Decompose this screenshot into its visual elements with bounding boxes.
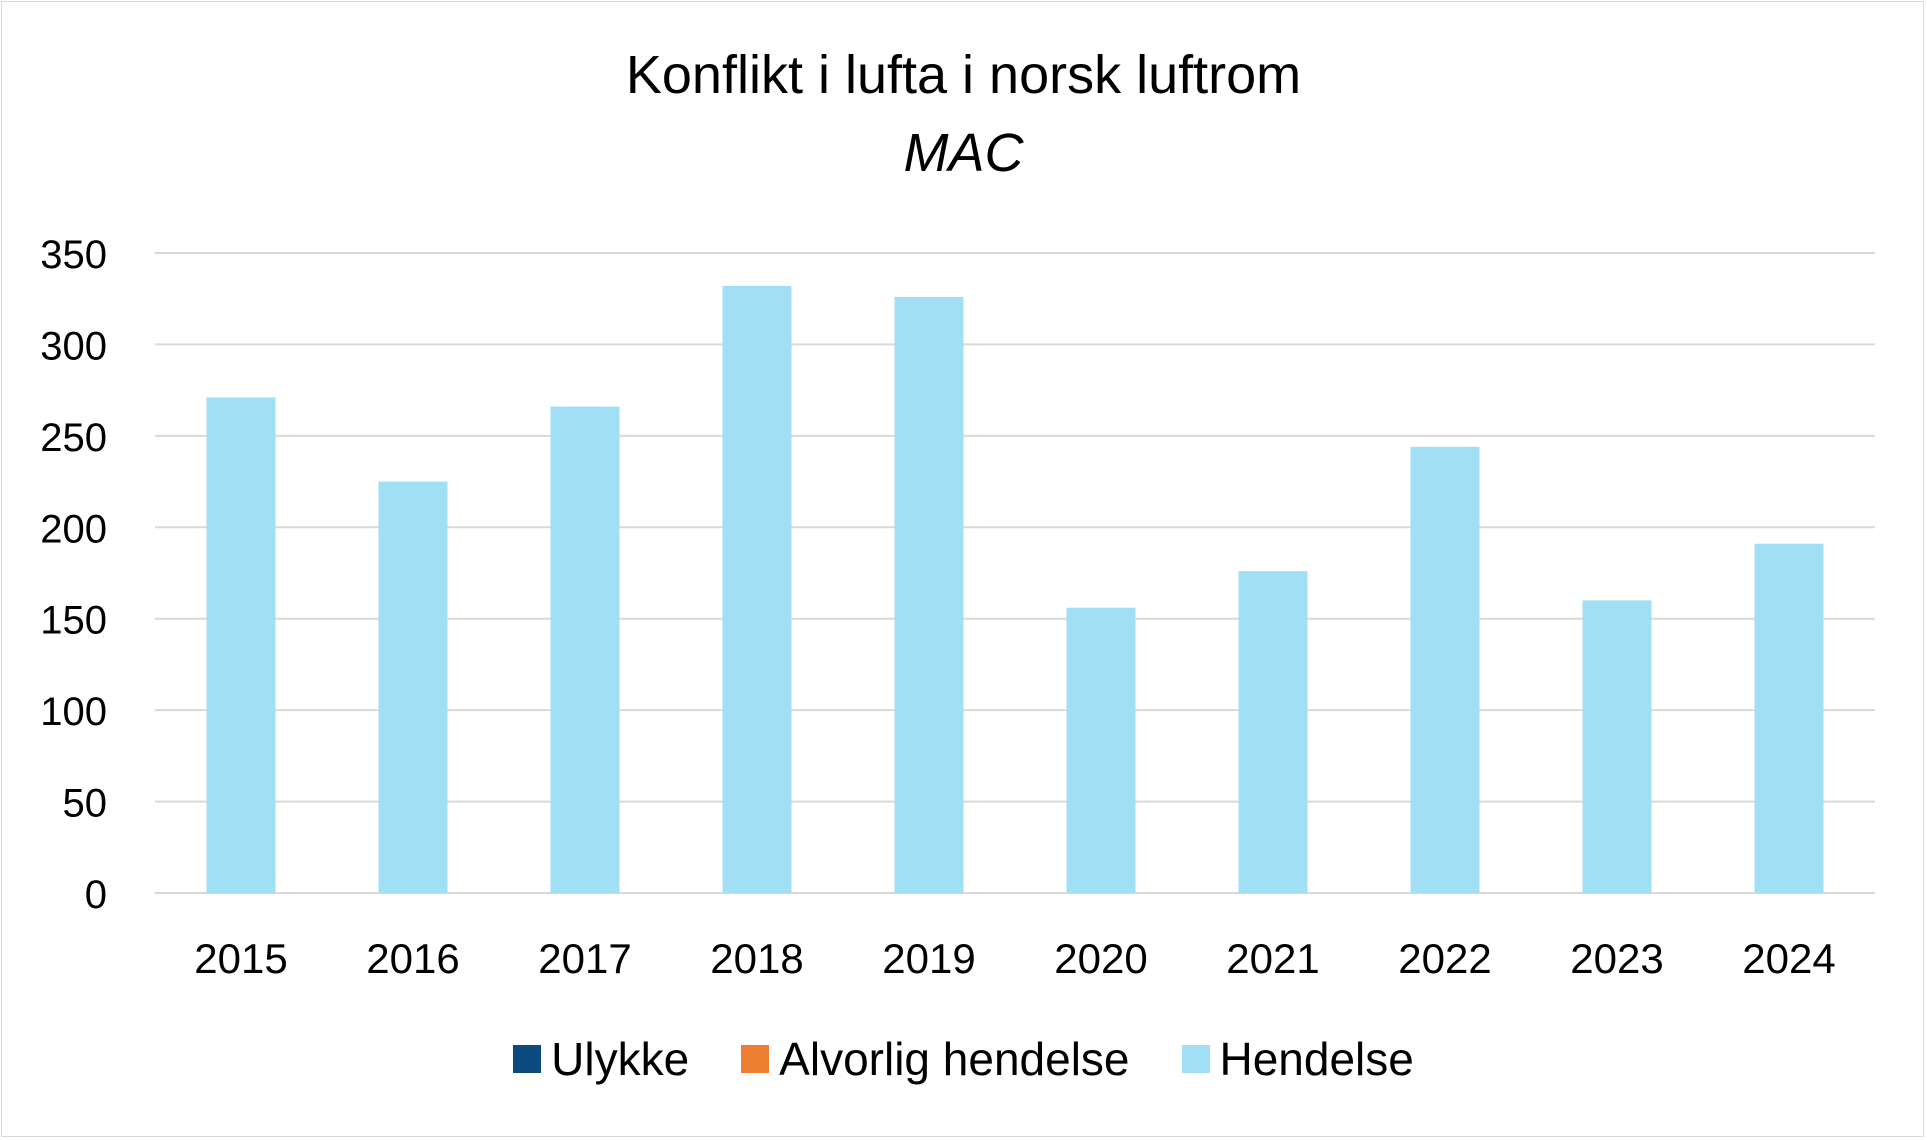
x-tick-label: 2019: [882, 935, 975, 982]
x-tick-label: 2020: [1054, 935, 1147, 982]
x-tick-label: 2023: [1570, 935, 1663, 982]
y-tick-label: 50: [63, 782, 108, 826]
y-tick-label: 100: [40, 690, 107, 734]
y-tick-label: 350: [40, 233, 107, 277]
legend-item-alvorlig-hendelse: Alvorlig hendelse: [741, 1032, 1130, 1086]
y-tick-label: 250: [40, 416, 107, 460]
legend-label-ulykke: Ulykke: [551, 1033, 690, 1085]
bar-hendelse-2018: [722, 285, 792, 893]
x-tick-label: 2017: [538, 935, 631, 982]
x-tick-label: 2018: [710, 935, 803, 982]
bar-hendelse-2020: [1066, 607, 1136, 893]
y-tick-label: 300: [40, 324, 107, 368]
legend-label-hendelse: Hendelse: [1219, 1033, 1414, 1085]
legend-item-ulykke: Ulykke: [513, 1032, 689, 1086]
y-tick-label: 0: [85, 873, 107, 917]
chart-legend: Ulykke Alvorlig hendelse Hendelse: [0, 1032, 1927, 1086]
legend-swatch-ulykke: [513, 1045, 542, 1073]
legend-swatch-alvorlig-hendelse: [741, 1045, 770, 1073]
legend-item-hendelse: Hendelse: [1181, 1032, 1414, 1086]
x-tick-label: 2022: [1398, 935, 1491, 982]
x-tick-label: 2015: [194, 935, 287, 982]
chart-title: Konflikt i lufta i norsk luftrom: [625, 45, 1302, 105]
x-tick-label: 2024: [1742, 935, 1835, 982]
x-tick-label: 2016: [366, 935, 459, 982]
chart-subtitle: MAC: [903, 123, 1024, 183]
y-tick-label: 200: [40, 507, 107, 551]
legend-label-alvorlig-hendelse: Alvorlig hendelse: [779, 1033, 1130, 1085]
bar-hendelse-2017: [550, 406, 620, 893]
bar-hendelse-2021: [1238, 571, 1308, 893]
bar-hendelse-2023: [1582, 600, 1652, 893]
x-tick-label: 2021: [1226, 935, 1319, 982]
bar-hendelse-2024: [1754, 543, 1824, 893]
bar-hendelse-2019: [894, 296, 964, 893]
legend-swatch-hendelse: [1181, 1045, 1210, 1073]
y-tick-label: 150: [40, 599, 107, 643]
bar-hendelse-2016: [378, 481, 448, 893]
bar-hendelse-2022: [1410, 446, 1480, 893]
bar-hendelse-2015: [206, 397, 276, 893]
